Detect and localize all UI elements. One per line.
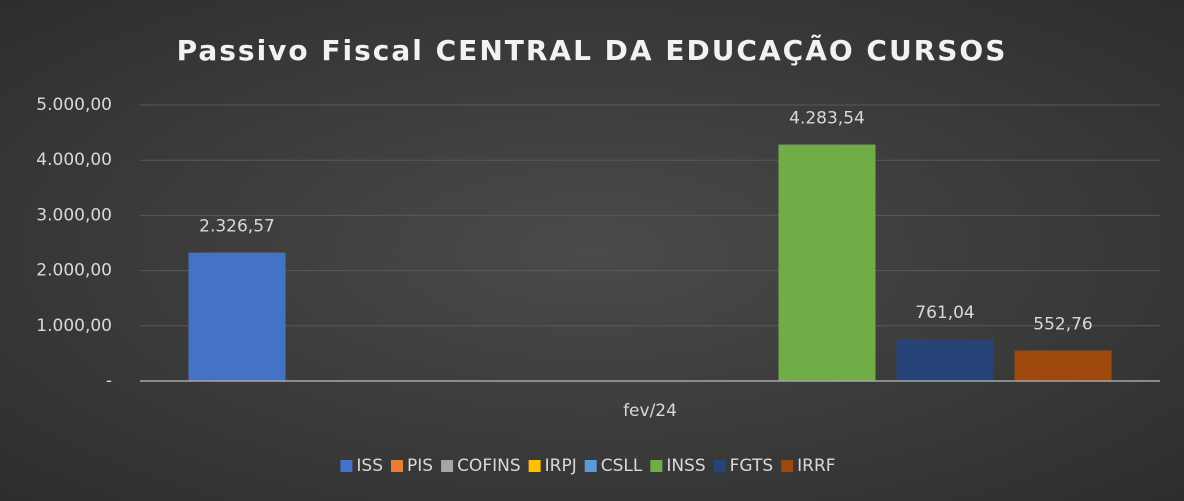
y-tick-label: 2.000,00 xyxy=(36,261,112,281)
bar xyxy=(896,338,994,381)
legend-swatch xyxy=(528,460,541,472)
y-tick-label: 3.000,00 xyxy=(36,205,112,225)
legend-label: COFINS xyxy=(457,456,521,476)
legend-label: PIS xyxy=(407,456,433,476)
data-label: 761,04 xyxy=(915,303,974,323)
y-tick-label: 1.000,00 xyxy=(36,316,112,336)
y-tick-label: 4.000,00 xyxy=(36,150,112,170)
legend-swatch xyxy=(584,460,597,472)
legend-label: FGTS xyxy=(730,456,774,476)
legend-label: INSS xyxy=(666,456,705,476)
bar xyxy=(188,252,286,381)
y-tick-label: - xyxy=(106,371,112,391)
legend-label: ISS xyxy=(356,456,383,476)
bar xyxy=(1014,350,1112,381)
legend-swatch xyxy=(441,460,454,472)
bar xyxy=(778,144,876,381)
x-tick-label: fev/24 xyxy=(623,401,677,421)
legend-swatch xyxy=(713,460,726,472)
data-label: 552,76 xyxy=(1033,314,1092,334)
legend-label: IRPJ xyxy=(545,456,577,476)
legend-swatch xyxy=(340,460,353,472)
data-label: 4.283,54 xyxy=(789,109,865,129)
y-tick-label: 5.000,00 xyxy=(36,95,112,115)
data-label: 2.326,57 xyxy=(199,217,275,237)
legend-swatch xyxy=(650,460,663,472)
chart-title: Passivo Fiscal CENTRAL DA EDUCAÇÃO CURSO… xyxy=(177,33,1008,67)
legend-swatch xyxy=(781,460,794,472)
legend-label: CSLL xyxy=(601,456,643,476)
legend-swatch xyxy=(391,460,404,472)
legend-label: IRRF xyxy=(797,456,835,476)
